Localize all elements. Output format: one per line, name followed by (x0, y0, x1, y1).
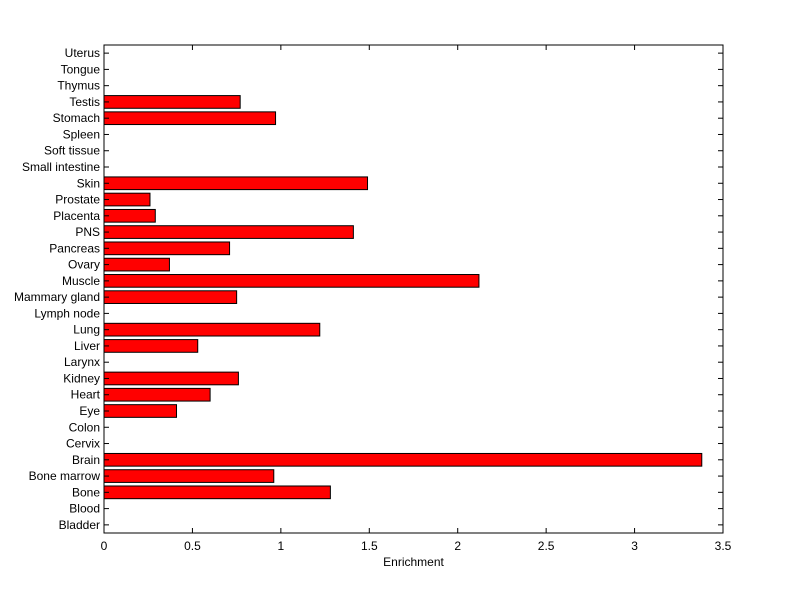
bars-group (103, 95, 703, 500)
y-tick-label-bladder: Bladder (59, 518, 100, 532)
bar-muscle (103, 274, 480, 288)
x-tick-label-5: 2.5 (538, 539, 555, 553)
x-axis-label: Enrichment (383, 555, 444, 569)
x-tick-label-1: 0.5 (184, 539, 201, 553)
y-tick-label-small-intestine: Small intestine (22, 160, 100, 174)
bar-lung (103, 322, 321, 337)
y-tick-label-eye: Eye (79, 404, 100, 418)
x-tick-label-6: 3 (631, 539, 638, 553)
bar-bone (103, 485, 331, 500)
y-tick-label-liver: Liver (74, 339, 100, 353)
x-tick-label-2: 1 (278, 539, 285, 553)
x-tick-label-4: 2 (454, 539, 461, 553)
y-tick-label-lung: Lung (73, 323, 100, 337)
y-tick-label-tongue: Tongue (61, 62, 101, 76)
y-tick-label-stomach: Stomach (53, 111, 100, 125)
y-tick-label-blood: Blood (69, 502, 100, 516)
bar-liver (103, 339, 199, 353)
y-tick-label-placenta: Placenta (53, 209, 100, 223)
x-tick-label-7: 3.5 (715, 539, 732, 553)
x-tick-label-3: 1.5 (361, 539, 378, 553)
y-tick-label-prostate: Prostate (55, 193, 100, 207)
bar-stomach (103, 111, 277, 126)
bar-brain (103, 452, 703, 467)
bar-heart (103, 387, 211, 402)
y-tick-label-heart: Heart (71, 388, 101, 402)
y-tick-label-pancreas: Pancreas (49, 241, 100, 255)
y-tick-label-ovary: Ovary (68, 258, 100, 272)
bar-prostate (103, 192, 151, 207)
bar-mammary-gland (103, 290, 238, 304)
y-tick-label-bone: Bone (72, 485, 100, 499)
y-tick-label-larynx: Larynx (64, 355, 100, 369)
plot-area-frame (103, 44, 724, 534)
y-tick-label-brain: Brain (72, 453, 100, 467)
bar-skin (103, 176, 369, 191)
bar-pns (103, 225, 354, 239)
y-tick-label-thymus: Thymus (57, 79, 100, 93)
y-tick-label-kidney: Kidney (63, 371, 100, 385)
labels-group: Bladder Blood Bone Bone marrow Brain Cervix Co… (14, 46, 732, 553)
ticks-group (103, 45, 724, 533)
bar-ovary (103, 257, 170, 272)
y-tick-label-soft-tissue: Soft tissue (44, 144, 100, 158)
y-tick-label-bone-marrow: Bone marrow (29, 469, 101, 483)
bar-testis (103, 95, 241, 109)
y-tick-label-cervix: Cervix (66, 437, 100, 451)
y-tick-label-skin: Skin (77, 176, 100, 190)
y-tick-label-spleen: Spleen (63, 127, 100, 141)
y-tick-label-mammary-gland: Mammary gland (14, 290, 100, 304)
y-tick-label-colon: Colon (69, 420, 100, 434)
y-tick-label-uterus: Uterus (65, 46, 100, 60)
bar-eye (103, 404, 178, 418)
y-tick-label-muscle: Muscle (62, 274, 100, 288)
y-tick-label-lymph-node: Lymph node (34, 306, 100, 320)
bar-bone-marrow (103, 469, 275, 483)
bar-pancreas (103, 241, 231, 256)
y-tick-label-pns: PNS (75, 225, 100, 239)
x-tick-label-0: 0 (101, 539, 108, 553)
bar-kidney (103, 371, 239, 386)
y-tick-label-testis: Testis (69, 95, 100, 109)
bar-placenta (103, 208, 156, 223)
